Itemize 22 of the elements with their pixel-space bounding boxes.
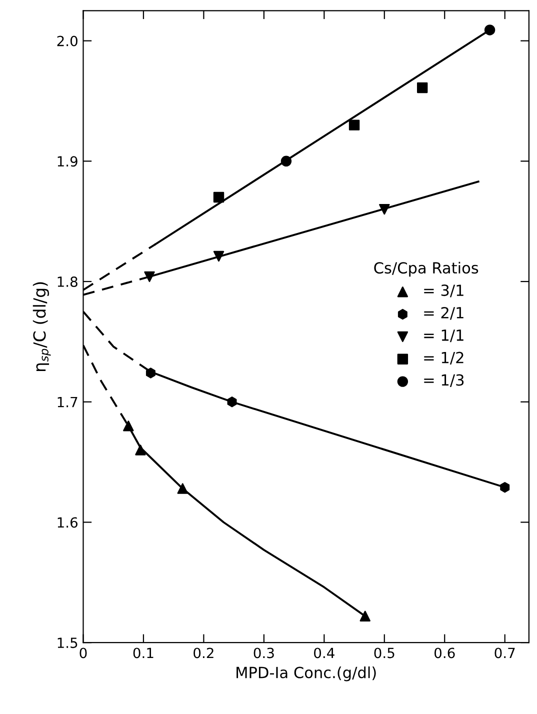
x-tick-label: 0.4: [314, 648, 334, 658]
x-tick-label: 0.5: [374, 648, 394, 658]
y-tick-label: 1.5: [58, 638, 78, 648]
x-tick-label: 0.1: [133, 648, 154, 658]
x-tick-label: 0.3: [254, 648, 274, 658]
x-tick-label: 0.2: [194, 648, 214, 658]
x-tick-label: 0.7: [494, 648, 515, 658]
legend-label: = 1/1: [424, 330, 464, 342]
x-axis-title: MPD-Ia Conc.(g/dl): [236, 666, 376, 682]
x-tick-label: 0.6: [434, 648, 455, 658]
y-tick-label: 1.6: [58, 517, 78, 528]
legend-label: = 1/2: [424, 352, 464, 365]
legend-title: Cs/Cpa Ratios: [374, 262, 478, 277]
y-tick-label: 1.7: [58, 397, 78, 408]
legend-label: = 3/1: [424, 284, 464, 298]
x-tick-label: 0: [80, 648, 87, 658]
y-tick-label: 1.8: [58, 276, 78, 287]
y-tick-label: 2.0: [57, 36, 78, 46]
y-tick-label: 1.9: [58, 156, 78, 167]
legend-label: = 2/1: [424, 306, 464, 320]
legend-label: = 1/3: [424, 374, 464, 387]
y-axis-title: η$_{sp}$/C (dl/g): [32, 282, 51, 371]
